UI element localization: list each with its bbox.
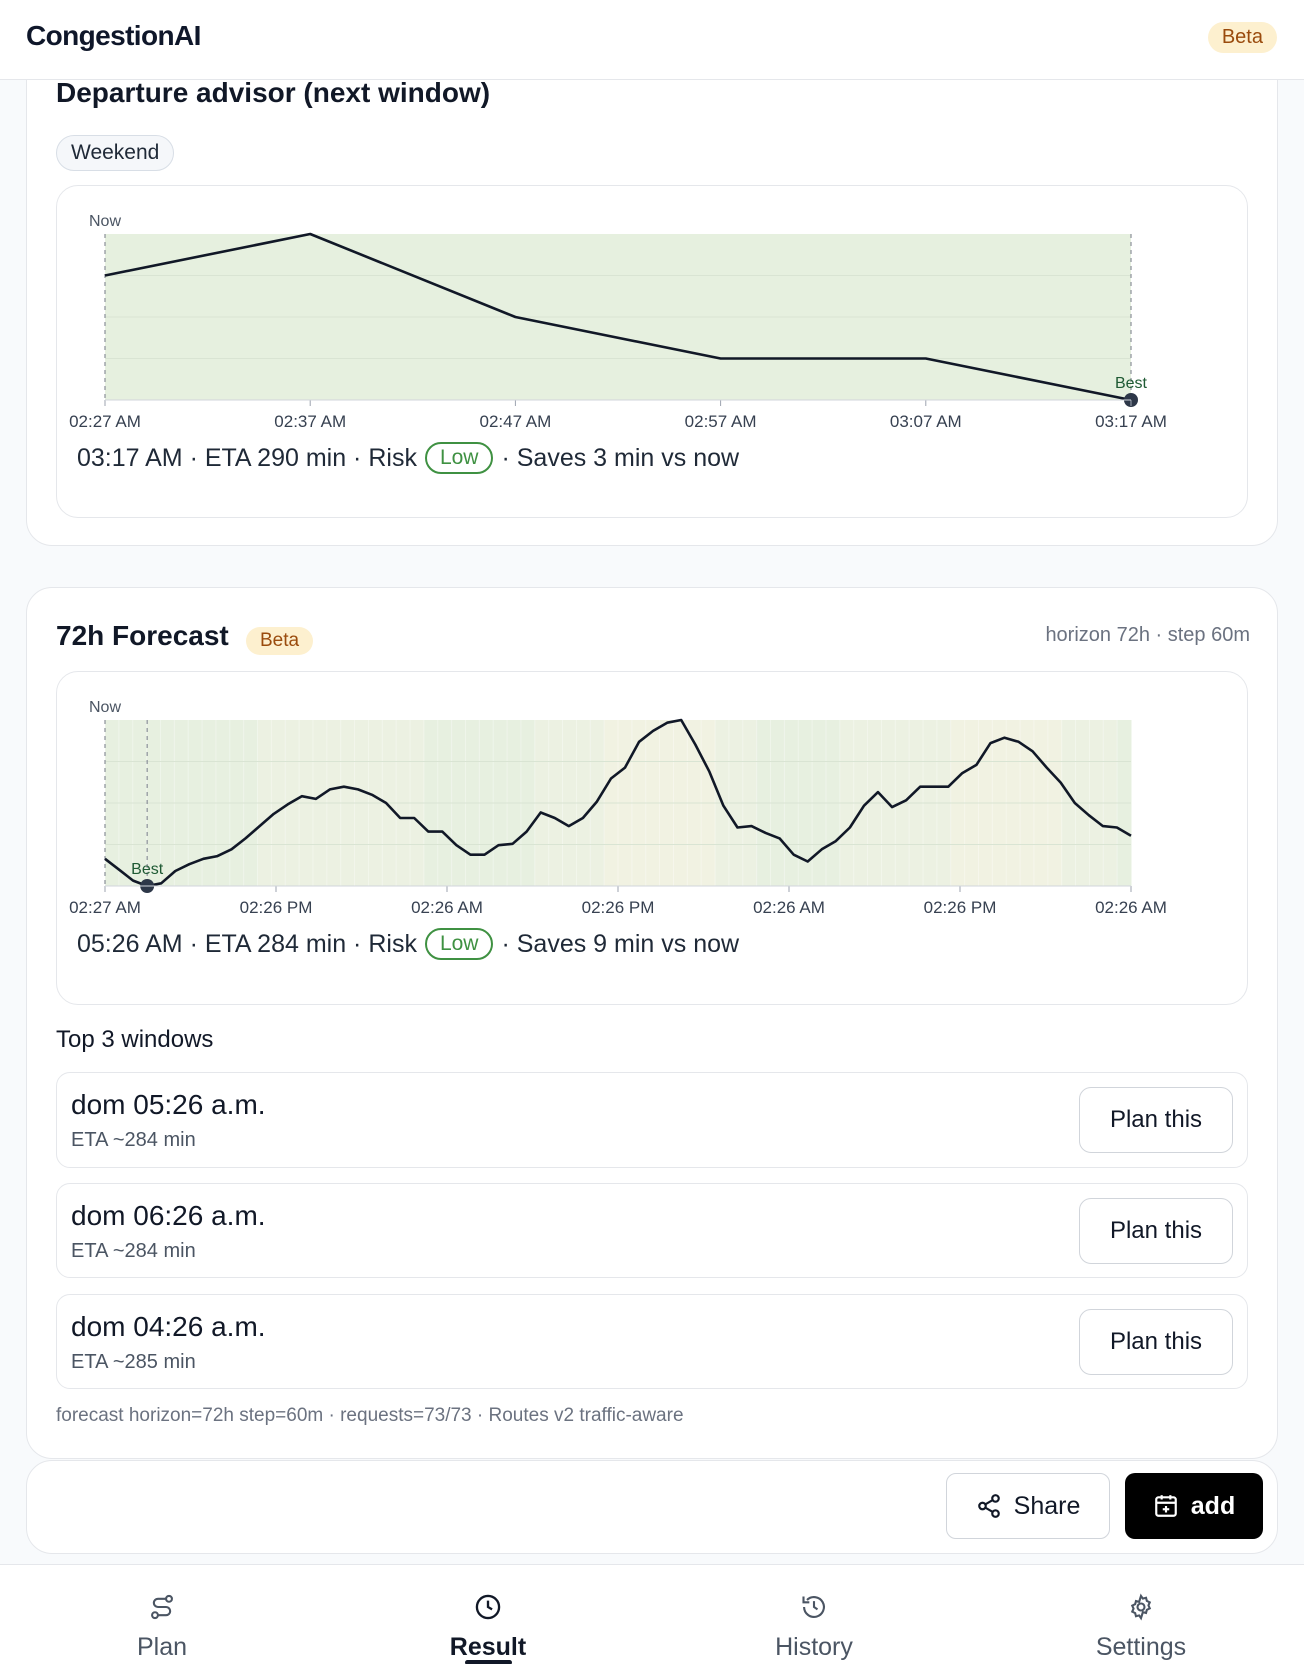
risk-badge: Low	[424, 442, 494, 474]
advisor-chart-svg: Now Best 02:27 AM 02:37 AM 02:47 AM 02:57 AM 0…	[69, 213, 1167, 431]
x-tick-label: 02:26 AM	[411, 898, 483, 917]
beta-badge: Beta	[1207, 22, 1277, 53]
forecast-savings-text: · Saves 9 min vs now	[501, 929, 740, 958]
x-tick-label: 02:26 AM	[1095, 898, 1167, 917]
now-label: Now	[89, 213, 121, 230]
history-icon	[802, 1596, 825, 1618]
nav-history[interactable]: History	[714, 1565, 914, 1664]
nav-history-label: History	[775, 1633, 853, 1661]
plan-this-button[interactable]: Plan this	[1079, 1087, 1233, 1153]
window-time: dom 05:26 a.m.	[71, 1089, 266, 1120]
forecast-footnote: forecast horizon=72h step=60m · requests…	[56, 1405, 684, 1426]
window-row: dom 05:26 a.m. ETA ~284 min Plan this	[56, 1072, 1248, 1168]
window-row: dom 04:26 a.m. ETA ~285 min Plan this	[56, 1294, 1248, 1389]
advisor-chart: Now Best 02:27 AM 02:37 AM 02:47 AM 02:57 AM 0…	[56, 185, 1248, 518]
nav-result-label: Result	[449, 1633, 527, 1661]
x-tick-label: 02:27 AM	[69, 412, 141, 431]
best-label: Best	[131, 861, 164, 878]
nav-settings[interactable]: Settings	[1041, 1565, 1241, 1664]
active-tab-indicator	[465, 1660, 512, 1664]
x-tick-label: 02:37 AM	[274, 412, 346, 431]
x-tick-label: 02:26 PM	[240, 898, 313, 917]
share-icon	[977, 1494, 1000, 1518]
top-windows-title: Top 3 windows	[56, 1026, 214, 1053]
advisor-savings-text: · Saves 3 min vs now	[501, 443, 740, 472]
share-label: Share	[1013, 1491, 1081, 1520]
forecast-summary: 05:26 AM · ETA 284 min · Risk Low · Save…	[77, 928, 739, 960]
share-button[interactable]: Share	[946, 1473, 1110, 1539]
window-row: dom 06:26 a.m. ETA ~284 min Plan this	[56, 1183, 1248, 1278]
x-tick-label: 02:57 AM	[685, 412, 757, 431]
forecast-chart: Now Best 02:27 AM 02:26 PM 02:26 AM 02:26 PM 0…	[56, 671, 1248, 1005]
advisor-title: Departure advisor (next window)	[56, 77, 491, 108]
now-label: Now	[89, 699, 121, 716]
advisor-summary-text: 03:17 AM · ETA 290 min · Risk	[77, 443, 417, 472]
departure-advisor-card: Departure advisor (next window) Weekend …	[26, 40, 1278, 546]
x-tick-label: 02:47 AM	[479, 412, 551, 431]
forecast-meta: horizon 72h · step 60m	[1045, 624, 1250, 646]
forecast-title: 72h Forecast	[56, 620, 229, 651]
window-eta: ETA ~284 min	[71, 1240, 196, 1262]
top-bar: CongestionAI Beta	[0, 0, 1304, 80]
window-eta: ETA ~285 min	[71, 1351, 196, 1373]
route-icon	[151, 1594, 173, 1620]
gear-icon	[1130, 1593, 1152, 1621]
nav-plan-label: Plan	[136, 1633, 188, 1661]
risk-badge: Low	[424, 928, 494, 960]
plan-this-button[interactable]: Plan this	[1079, 1309, 1233, 1375]
nav-settings-label: Settings	[1095, 1633, 1187, 1661]
nav-result[interactable]: Result	[388, 1565, 588, 1664]
x-tick-label: 02:26 PM	[924, 898, 997, 917]
add-to-calendar-button[interactable]: add	[1125, 1473, 1263, 1539]
window-time: dom 06:26 a.m.	[71, 1200, 266, 1231]
x-tick-label: 03:07 AM	[890, 412, 962, 431]
x-tick-label: 03:17 AM	[1095, 412, 1167, 431]
window-eta: ETA ~284 min	[71, 1129, 196, 1151]
forecast-beta-badge: Beta	[246, 627, 314, 655]
actions-card: Share add	[26, 1460, 1278, 1554]
advisor-summary: 03:17 AM · ETA 290 min · Risk Low · Save…	[77, 442, 739, 474]
clock-icon	[475, 1594, 501, 1620]
series-line	[104, 232, 1132, 402]
x-tick-label: 02:26 PM	[582, 898, 655, 917]
x-tick-label: 02:27 AM	[69, 898, 141, 917]
calendar-plus-icon	[1154, 1495, 1177, 1517]
app-title: CongestionAI	[26, 20, 201, 51]
weekend-chip[interactable]: Weekend	[56, 135, 175, 171]
nav-plan[interactable]: Plan	[62, 1565, 262, 1664]
forecast-chart-svg: Now Best 02:27 AM 02:26 PM 02:26 AM 02:26 PM 0…	[69, 699, 1167, 917]
series-line	[104, 718, 1132, 888]
add-label: add	[1190, 1491, 1236, 1520]
best-label: Best	[1115, 375, 1148, 392]
window-time: dom 04:26 a.m.	[71, 1311, 266, 1342]
forecast-summary-text: 05:26 AM · ETA 284 min · Risk	[77, 929, 417, 958]
plan-this-button[interactable]: Plan this	[1079, 1198, 1233, 1264]
forecast-card: 72h Forecast Beta horizon 72h · step 60m…	[26, 587, 1278, 1459]
bottom-nav: Plan Result History Settings	[0, 1564, 1304, 1664]
x-tick-label: 02:26 AM	[753, 898, 825, 917]
